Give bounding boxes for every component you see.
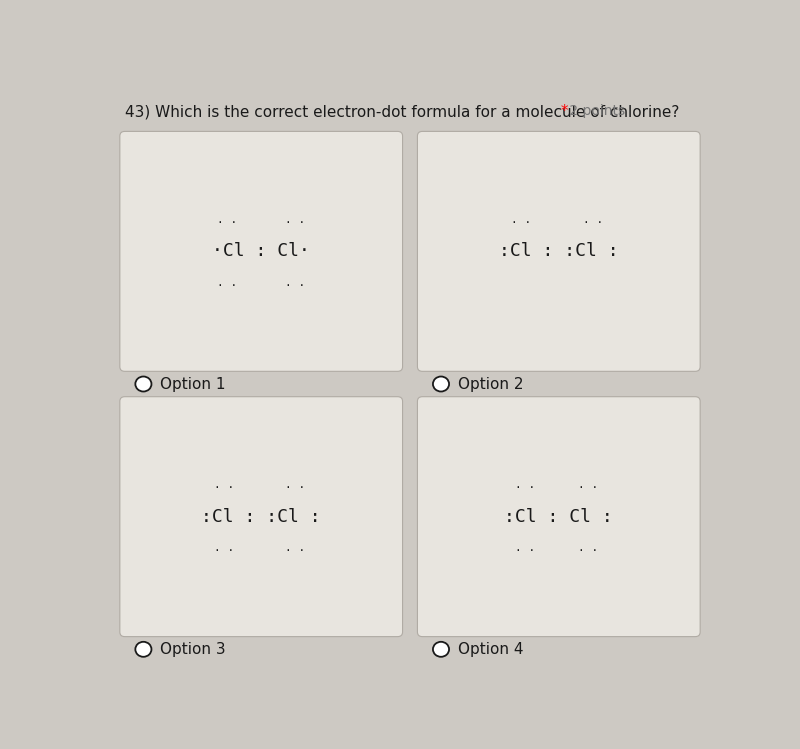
- Text: 2 points: 2 points: [565, 104, 625, 118]
- Circle shape: [135, 377, 151, 392]
- FancyBboxPatch shape: [120, 131, 402, 372]
- Text: 43) Which is the correct electron-dot formula for a molecule of chlorine?: 43) Which is the correct electron-dot fo…: [125, 104, 679, 119]
- Text: . .: . .: [285, 215, 306, 225]
- Text: . .: . .: [217, 215, 238, 225]
- Text: . .: . .: [514, 543, 535, 554]
- FancyBboxPatch shape: [418, 397, 700, 637]
- Circle shape: [433, 377, 449, 392]
- Text: ·Cl : Cl·: ·Cl : Cl·: [212, 243, 310, 261]
- Text: . .: . .: [285, 278, 306, 288]
- Text: . .: . .: [582, 215, 603, 225]
- Circle shape: [433, 642, 449, 657]
- FancyBboxPatch shape: [418, 131, 700, 372]
- Text: Option 4: Option 4: [458, 642, 523, 657]
- Text: . .: . .: [285, 480, 306, 490]
- Text: :Cl : :Cl :: :Cl : :Cl :: [499, 243, 618, 261]
- Circle shape: [135, 642, 151, 657]
- Text: . .: . .: [511, 215, 532, 225]
- Text: . .: . .: [214, 543, 234, 554]
- Text: . .: . .: [578, 480, 598, 490]
- Text: :Cl : :Cl :: :Cl : :Cl :: [202, 508, 321, 526]
- Text: Option 3: Option 3: [160, 642, 226, 657]
- Text: . .: . .: [514, 480, 535, 490]
- Text: :Cl : Cl :: :Cl : Cl :: [505, 508, 613, 526]
- Text: Option 2: Option 2: [458, 377, 523, 392]
- Text: . .: . .: [214, 480, 234, 490]
- Text: Option 1: Option 1: [160, 377, 226, 392]
- Text: . .: . .: [285, 543, 306, 554]
- FancyBboxPatch shape: [120, 397, 402, 637]
- Text: *: *: [556, 104, 568, 119]
- Text: . .: . .: [217, 278, 238, 288]
- Text: . .: . .: [578, 543, 598, 554]
